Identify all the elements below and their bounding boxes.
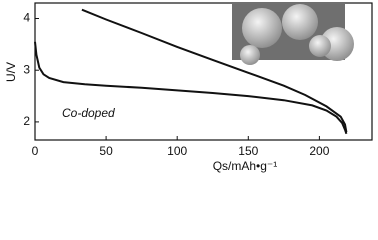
x-tick-label: 0 (32, 144, 39, 158)
curve (34, 41, 348, 135)
y-tick-label: 2 (23, 114, 30, 128)
y-tick-label: 3 (23, 62, 30, 76)
plot-frame (34, 2, 373, 141)
y-tick-label: 4 (23, 11, 30, 25)
x-tick-label: 150 (238, 144, 258, 158)
x-tick-label: 100 (167, 144, 187, 158)
x-tick-label: 200 (309, 144, 329, 158)
x-axis-label: Qs/mAh•g⁻¹ (213, 159, 278, 173)
chart: Co-doped U/V Qs/mAh•g⁻¹ 0 50 100 150 200 2 3 4 (4, 2, 373, 173)
inset-image (232, 4, 354, 65)
x-tick-label: 50 (99, 144, 113, 158)
curve (81, 8, 348, 133)
annotation: Co-doped (62, 106, 115, 120)
y-axis-label: U/V (4, 62, 18, 82)
